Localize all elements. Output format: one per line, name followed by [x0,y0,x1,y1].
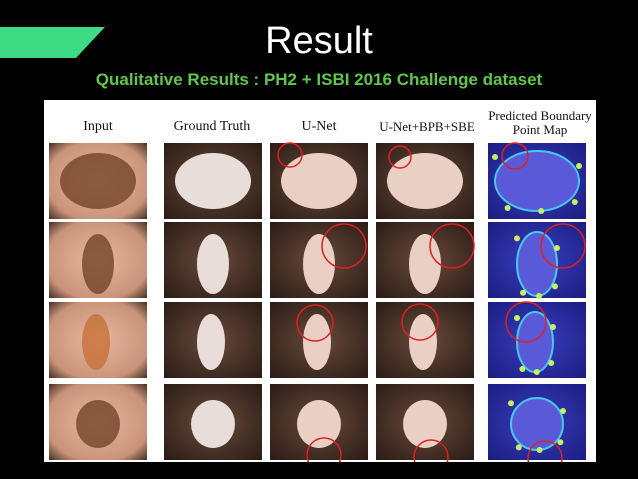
mask [403,400,447,448]
boundary-point [520,289,526,296]
boundary-point [548,360,555,366]
highlight-circle [321,223,367,269]
boundary-point [557,439,564,446]
boundary-point [504,205,511,211]
slide-title: Result [265,20,373,62]
lesion [76,400,120,448]
highlight-circle [296,304,334,342]
column-header: Predicted Boundary Point Map [488,108,592,137]
lesion [82,234,114,294]
boundary-point [536,447,543,453]
boundary-point [538,208,545,214]
mask [303,234,335,294]
boundary-point [508,400,514,407]
slide-subtitle: Qualitative Results : PH2 + ISBI 2016 Ch… [95,70,543,89]
column-header: Input [83,119,113,134]
boundary-point [514,235,520,242]
highlight-circle [527,440,563,462]
highlight-circle [505,301,547,343]
mask [409,314,437,370]
boundary-point [550,324,556,330]
boundary-point [515,444,522,451]
boundary-point [576,163,582,169]
boundary-point [552,283,558,290]
highlight-circle [306,437,342,462]
column-header: U-Net [301,119,337,134]
mask [175,153,251,209]
boundary-point [533,369,540,375]
boundary-point [519,366,526,372]
boundary-point [536,293,542,299]
mask [197,234,229,294]
column-header: U-Net+BPB+SBE [379,119,475,134]
boundary-point [571,199,578,205]
highlight-circle [429,223,475,269]
highlight-circle [401,303,439,341]
figure-images [49,142,586,462]
mask [281,153,357,209]
highlight-circle [277,142,303,168]
boundary-point [514,315,520,321]
highlight-circle [540,223,586,269]
mask [297,400,341,448]
mask [197,314,225,370]
column-header: Ground Truth [173,119,251,134]
boundary-point [560,408,566,414]
accent-shape [0,27,105,58]
figure-panel: Input Ground Truth U-Net U-Net+BPB+SBE P… [44,100,596,462]
highlight-circle [501,142,529,170]
mask [191,400,235,448]
mask [494,150,580,212]
boundary-point [554,245,560,251]
lesion [82,314,110,370]
boundary-point [492,154,498,160]
highlight-circle [413,439,449,462]
mask [387,153,463,209]
highlight-circle [388,145,412,169]
mask [303,314,331,370]
mask [409,234,441,294]
lesion [60,153,136,209]
